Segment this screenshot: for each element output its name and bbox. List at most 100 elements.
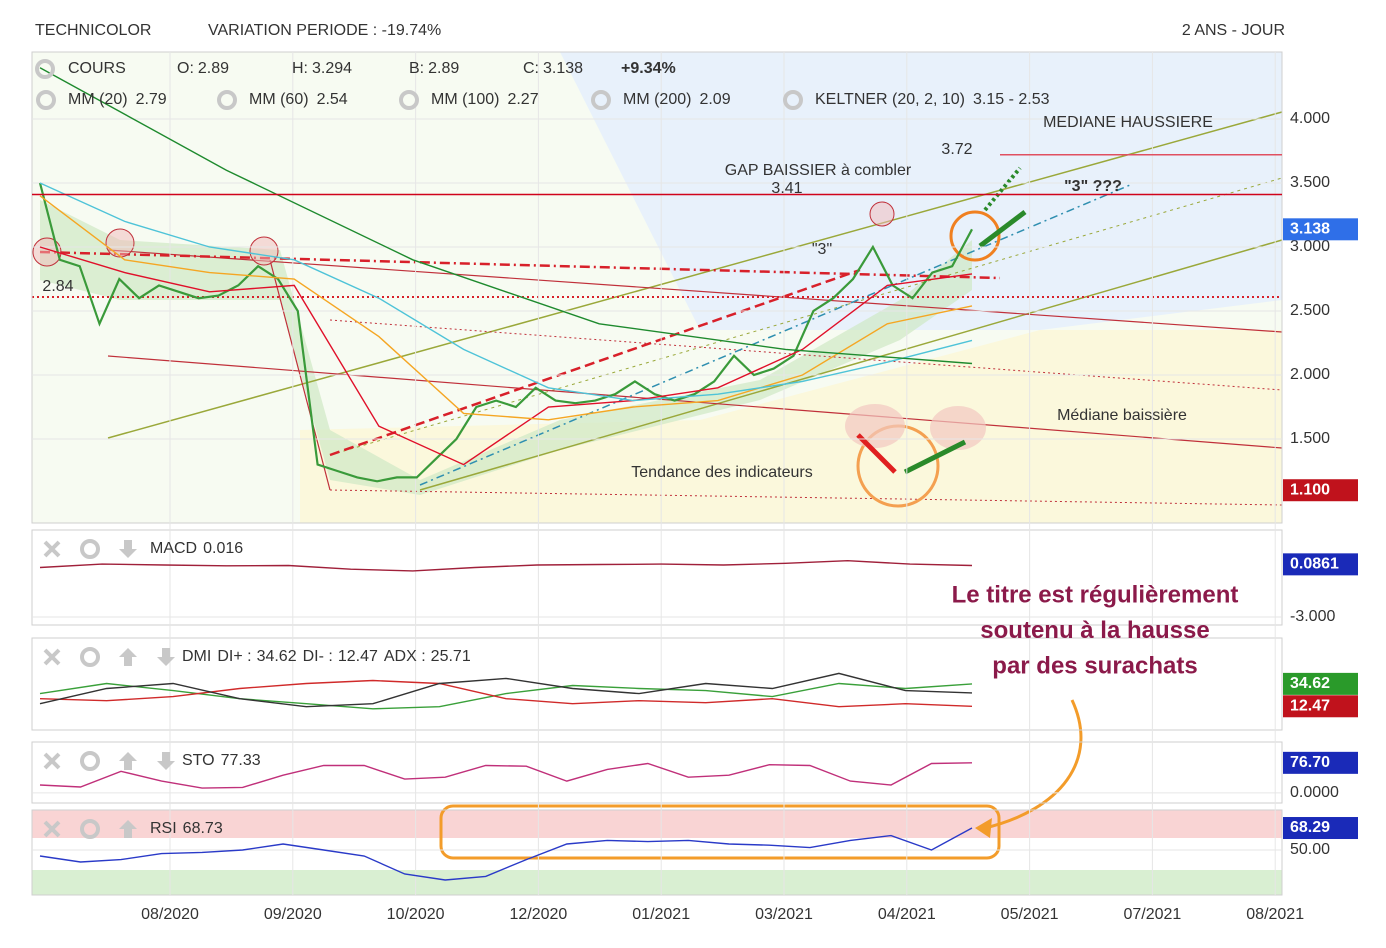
- annotation: "3": [812, 241, 832, 258]
- quote: C: 3.138: [523, 60, 583, 77]
- value-badge-label: 76.70: [1290, 754, 1330, 771]
- rsi-oversold-zone: [32, 870, 1282, 895]
- date-label: 12/2020: [509, 906, 567, 923]
- settings-icon: [80, 539, 100, 559]
- legend-value: 3.15 - 2.53: [973, 91, 1050, 108]
- date-label: 08/2021: [1246, 906, 1304, 923]
- y-tick-label: -3.000: [1290, 608, 1335, 625]
- value-badge: [1283, 672, 1358, 695]
- close-icon: [43, 540, 61, 558]
- value-badge-label: 12.47: [1290, 697, 1330, 714]
- settings-icon: [35, 59, 55, 79]
- indicator-series-value: 12.47: [338, 648, 378, 665]
- date-label: 09/2020: [264, 906, 322, 923]
- settings-icon: [80, 819, 100, 839]
- indicator-header: RSI 68.73: [150, 820, 223, 837]
- quote-label: H:: [292, 60, 308, 77]
- arrow: [984, 699, 1083, 830]
- panel-frame: [31, 809, 1283, 896]
- rsi-overbought-zone: [32, 810, 1282, 838]
- annotation: Tendance des indicateurs: [631, 464, 812, 481]
- indicator-value: 68.73: [183, 820, 223, 837]
- arrow: [903, 439, 967, 475]
- series-line: [39, 827, 973, 881]
- indicator-header: DMI DI+ : 34.62 DI- : 12.47 ADX : 25.71: [182, 648, 471, 665]
- marker: [105, 228, 135, 258]
- indicator-value: 0.016: [203, 540, 243, 557]
- y-tick-label: 3.500: [1290, 174, 1330, 191]
- marker: [869, 201, 895, 227]
- series-line: [39, 679, 973, 708]
- quote-label: C:: [523, 60, 539, 77]
- series-line: [39, 246, 973, 466]
- close-icon: [43, 648, 61, 666]
- indicator-series-name: DI- :: [303, 648, 333, 665]
- indicator-header: MACD 0.016: [150, 540, 243, 557]
- settings-icon: [217, 90, 237, 110]
- legend-value: 2.79: [136, 91, 167, 108]
- close-icon: [43, 820, 61, 838]
- series-title: COURS: [68, 60, 126, 77]
- symbol: TECHNICOLOR: [35, 22, 151, 39]
- channel-line: [107, 111, 1283, 439]
- value-badge: [1283, 817, 1358, 840]
- blue-zone: [560, 52, 1282, 330]
- marker: [32, 237, 62, 267]
- series-line: [39, 672, 973, 708]
- settings-icon: [399, 90, 419, 110]
- down-icon: [157, 752, 175, 770]
- indicator-series-name: ADX :: [384, 648, 426, 665]
- y-tick-label: 1.500: [1290, 430, 1330, 447]
- quote: O: 2.89: [177, 60, 229, 77]
- legend-name: MM (100): [431, 91, 499, 108]
- legend-value: 2.54: [317, 91, 348, 108]
- y-tick-label: 2.500: [1290, 302, 1330, 319]
- quote-value: 2.89: [428, 60, 459, 77]
- highlight-box: [439, 804, 1001, 860]
- settings-icon: [80, 751, 100, 771]
- series-line: [39, 762, 973, 789]
- settings-icon: [80, 647, 100, 667]
- settings-icon: [783, 90, 803, 110]
- up-icon: [119, 648, 137, 666]
- legend-entry: MM (200) 2.09: [623, 91, 731, 108]
- close-icon: [43, 752, 61, 770]
- value-badge-label: 3.138: [1290, 221, 1330, 238]
- level-label: 3.41: [771, 180, 802, 197]
- channel-line: [329, 489, 1283, 506]
- trend-line: [329, 268, 861, 457]
- legend-name: MM (60): [249, 91, 309, 108]
- down-icon: [119, 540, 137, 558]
- date-label: 03/2021: [755, 906, 813, 923]
- arrow-head: [975, 818, 992, 838]
- marker: [845, 404, 905, 448]
- indicator-title: RSI: [150, 820, 177, 837]
- value-badge: [1283, 695, 1358, 718]
- series-line: [39, 195, 973, 421]
- up-icon: [119, 752, 137, 770]
- value-badge-label: 68.29: [1290, 819, 1330, 836]
- legend-name: KELTNER (20, 2, 10): [815, 91, 965, 108]
- indicator-series-name: DI+ :: [217, 648, 251, 665]
- indicator-series-value: 34.62: [257, 648, 297, 665]
- y-tick-label: 50.00: [1290, 841, 1330, 858]
- annotation: 2.84: [42, 278, 73, 295]
- indicator-header: STO 77.33: [182, 752, 261, 769]
- quote: B: 2.89: [409, 60, 459, 77]
- trend-line: [39, 250, 1001, 280]
- value-badge: [1283, 751, 1358, 774]
- indicator-title: STO: [182, 752, 215, 769]
- variation: VARIATION PERIODE : -19.74%: [208, 22, 441, 39]
- panel-frame: [31, 51, 1283, 524]
- series-line: [39, 559, 973, 572]
- panel-frame: [31, 529, 1283, 626]
- date-label: 01/2021: [632, 906, 690, 923]
- legend-entry: KELTNER (20, 2, 10) 3.15 - 2.53: [815, 91, 1050, 108]
- note-line: soutenu à la hausse: [980, 617, 1209, 644]
- y-tick-label: 0.0000: [1290, 784, 1339, 801]
- panel-frame: [31, 741, 1283, 804]
- period: 2 ANS - JOUR: [1182, 22, 1285, 39]
- date-label: 04/2021: [878, 906, 936, 923]
- y-tick-label: 4.000: [1290, 110, 1330, 127]
